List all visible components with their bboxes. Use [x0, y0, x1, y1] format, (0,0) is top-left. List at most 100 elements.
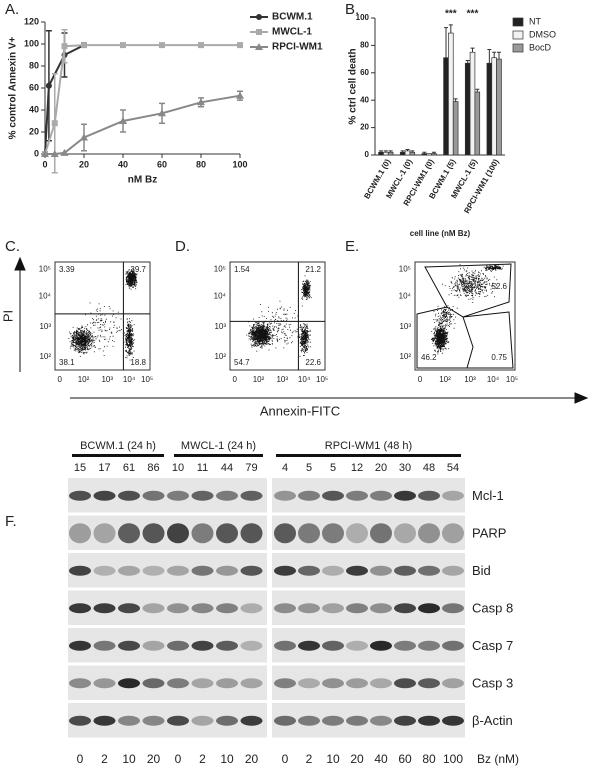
error-bar [388, 150, 393, 153]
x-tick-label: 10⁴ [487, 375, 500, 384]
legend-label: MWCL-1 [272, 27, 312, 38]
legend-marker [255, 43, 263, 50]
dose-label: 0 [77, 752, 84, 766]
percent-label: 17 [98, 462, 110, 474]
dose-label: 40 [374, 752, 388, 766]
band [118, 715, 140, 726]
quadrant-percent: 54.7 [234, 358, 250, 367]
legend-swatch [512, 30, 524, 40]
y-tick-label: 10² [399, 352, 411, 361]
band [274, 490, 296, 501]
band [216, 715, 238, 726]
band [298, 640, 320, 651]
band [118, 565, 140, 576]
y-axis-title: % ctrl cell death [348, 48, 359, 124]
dose-label: 20 [350, 752, 364, 766]
x-tick-label: 100 [232, 159, 247, 169]
band [93, 715, 116, 726]
band [240, 715, 263, 726]
protein-label: Casp 3 [472, 676, 513, 691]
band [69, 640, 91, 651]
protein-label: Casp 8 [472, 601, 513, 616]
gate-lines [55, 262, 150, 370]
band [418, 490, 440, 501]
band [167, 603, 189, 614]
dose-label: 100 [443, 752, 463, 766]
x-arrow [70, 392, 589, 404]
bar [383, 151, 389, 156]
dose-label: 0 [282, 752, 289, 766]
x-tick-label: 10⁵ [506, 375, 518, 384]
y-tick-label: 10² [214, 352, 226, 361]
bar [448, 32, 454, 156]
bar [378, 151, 384, 156]
error-bar [496, 51, 501, 60]
band [394, 715, 416, 726]
x-tick-label: 10⁵ [316, 375, 328, 384]
band [442, 678, 464, 689]
y-tick-label: 60 [29, 82, 39, 92]
band [240, 678, 263, 689]
x-axis-title: Annexin-FITC [260, 403, 340, 418]
band [322, 678, 344, 689]
x-tick-label: 40 [118, 159, 128, 169]
y-tick-label: 40 [360, 95, 369, 104]
band [298, 678, 320, 689]
y-tick-label: 10⁴ [214, 292, 227, 301]
band [322, 490, 344, 501]
band [93, 678, 116, 689]
point [80, 133, 88, 141]
band [93, 490, 116, 501]
event-dots [68, 268, 138, 361]
band [191, 603, 214, 614]
bar [421, 153, 428, 156]
band [93, 523, 116, 544]
percent-label: 54 [447, 462, 459, 474]
band [167, 565, 189, 576]
x-tick-label: 10⁵ [141, 375, 153, 384]
dose-unit: Bz (nM) [477, 752, 519, 766]
band [418, 603, 440, 614]
band [216, 565, 238, 576]
band [418, 678, 440, 689]
error-bar [475, 88, 480, 92]
band [118, 523, 140, 544]
band [274, 523, 296, 544]
quadrant-percent: 46.2 [421, 353, 437, 362]
y-tick-label: 10² [39, 352, 51, 361]
band [167, 523, 189, 544]
band [142, 565, 165, 576]
quadrant-percent: 52.6 [491, 282, 507, 291]
protein-label: Mcl-1 [472, 488, 504, 503]
band [118, 678, 140, 689]
x-tick-label: 10² [439, 375, 451, 384]
point [45, 82, 52, 89]
band [418, 523, 440, 544]
error-bar [431, 151, 436, 154]
group-label: BCWM.1 (24 h) [80, 440, 156, 452]
band [394, 565, 416, 576]
band [346, 603, 368, 614]
bar [486, 62, 493, 156]
legend-swatch [512, 17, 524, 27]
y-tick-label: 100 [356, 13, 370, 22]
band [240, 565, 263, 576]
error-bar [410, 150, 415, 153]
band [346, 490, 368, 501]
error-bar [465, 59, 470, 64]
x-tick-label: 0 [58, 375, 63, 384]
panel-label: F. [5, 513, 17, 530]
band [274, 715, 296, 726]
error-bar [400, 150, 405, 153]
dose-label: 60 [398, 752, 412, 766]
percent-label: 15 [74, 462, 86, 474]
legend-label: BocD [529, 42, 552, 52]
protein-label: Casp 7 [472, 638, 513, 653]
series-line [44, 44, 240, 155]
error-bar [453, 98, 458, 102]
percent-label: 12 [351, 462, 363, 474]
x-tick-label: 0 [418, 375, 423, 384]
quadrant-percent: 1.54 [234, 265, 250, 274]
x-tick-label: 60 [157, 159, 167, 169]
dose-label: 0 [175, 752, 182, 766]
